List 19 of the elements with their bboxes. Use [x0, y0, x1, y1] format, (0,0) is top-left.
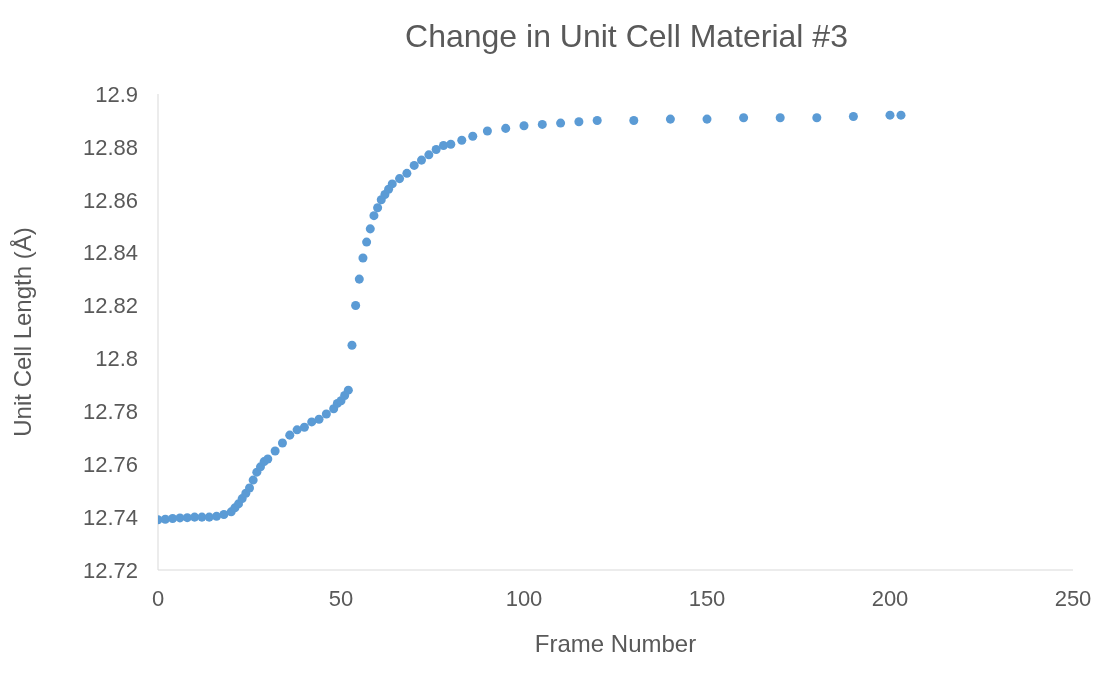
x-tick-label: 50 — [328, 585, 354, 611]
y-tick-label: 12.88 — [82, 134, 138, 160]
x-tick-label: 200 — [871, 585, 909, 611]
y-tick-label: 12.82 — [82, 293, 138, 319]
y-tick-label: 12.8 — [95, 346, 138, 372]
y-tick-label: 12.86 — [82, 187, 138, 213]
y-tick-label: 12.74 — [82, 504, 138, 530]
x-tick-label: 150 — [688, 585, 726, 611]
x-tick-label: 0 — [151, 585, 165, 611]
y-tick-label: 12.9 — [95, 81, 138, 107]
x-tick-label: 250 — [1054, 585, 1092, 611]
y-tick-label: 12.78 — [82, 399, 138, 425]
y-tick-label: 12.76 — [82, 452, 138, 478]
y-tick-label: 12.72 — [82, 557, 138, 583]
y-tick-label: 12.84 — [82, 240, 138, 266]
x-tick-label: 100 — [505, 585, 543, 611]
chart-title: Change in Unit Cell Material #3 — [404, 18, 849, 55]
x-axis-title: Frame Number — [534, 630, 697, 657]
y-axis-title: Unit Cell Length (Å) — [8, 227, 36, 437]
